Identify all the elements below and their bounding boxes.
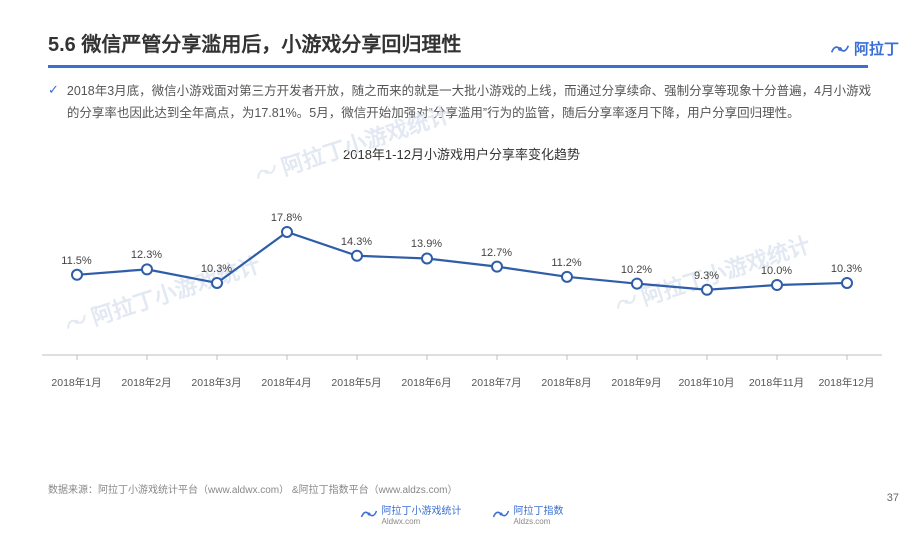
chart-data-label: 10.0% [761,265,792,277]
chart-x-label: 2018年6月 [392,375,462,393]
chart-data-label: 12.3% [131,249,162,261]
footer-logo-stats: 阿拉丁小游戏统计 Aldwx.com [360,502,462,526]
chart-data-label: 14.3% [341,236,372,248]
footer-logo-sub: Aldwx.com [382,517,462,526]
chart-x-label: 2018年5月 [322,375,392,393]
chart-data-label: 10.3% [831,263,862,275]
brand-icon [492,508,510,520]
chart-data-label: 10.2% [621,264,652,276]
footer-logo-sub: Aldzs.com [514,517,564,526]
chart-x-label: 2018年3月 [182,375,252,393]
chart-x-label: 2018年11月 [742,375,812,393]
page-title: 5.6 微信严管分享滥用后，小游戏分享回归理性 [48,28,461,57]
chart-data-label: 13.9% [411,238,442,250]
chart-x-label: 2018年10月 [672,375,742,393]
chart-data-label: 11.2% [551,257,581,269]
chart-data-label: 17.8% [271,212,302,224]
brand-icon [360,508,378,520]
brand-logo-top: 阿拉丁 [830,38,899,59]
chart-data-label: 11.5% [61,255,91,267]
brand-icon [830,42,850,56]
chart-data-label: 12.7% [481,247,512,259]
chart-x-label: 2018年12月 [812,375,882,393]
chart-x-label: 2018年9月 [602,375,672,393]
chart-title: 2018年1-12月小游戏用户分享率变化趋势 [0,144,923,163]
footer-logo-index: 阿拉丁指数 Aldzs.com [492,502,564,526]
check-icon: ✓ [48,80,59,124]
footer-logos: 阿拉丁小游戏统计 Aldwx.com 阿拉丁指数 Aldzs.com [360,502,564,526]
chart-x-label: 2018年1月 [42,375,112,393]
bullet-block: ✓ 2018年3月底，微信小游戏面对第三方开发者开放，随之而来的就是一大批小游戏… [48,80,875,124]
chart-x-label: 2018年8月 [532,375,602,393]
data-source: 数据来源：阿拉丁小游戏统计平台（www.aldwx.com） &阿拉丁指数平台（… [48,481,457,496]
title-underline [48,65,868,68]
chart-data-label: 10.3% [201,263,232,275]
chart-svg [42,173,882,393]
chart-x-label: 2018年4月 [252,375,322,393]
body-text: 2018年3月底，微信小游戏面对第三方开发者开放，随之而来的就是一大批小游戏的上… [67,80,875,124]
chart-x-label: 2018年2月 [112,375,182,393]
chart-data-label: 9.3% [694,270,719,282]
share-rate-chart: 11.5% 12.3% 10.3% 17.8% 14.3% 13.9% 12.7% 11.2%… [42,173,882,393]
page-number: 37 [887,492,899,504]
brand-name: 阿拉丁 [854,38,899,59]
chart-x-label: 2018年7月 [462,375,532,393]
